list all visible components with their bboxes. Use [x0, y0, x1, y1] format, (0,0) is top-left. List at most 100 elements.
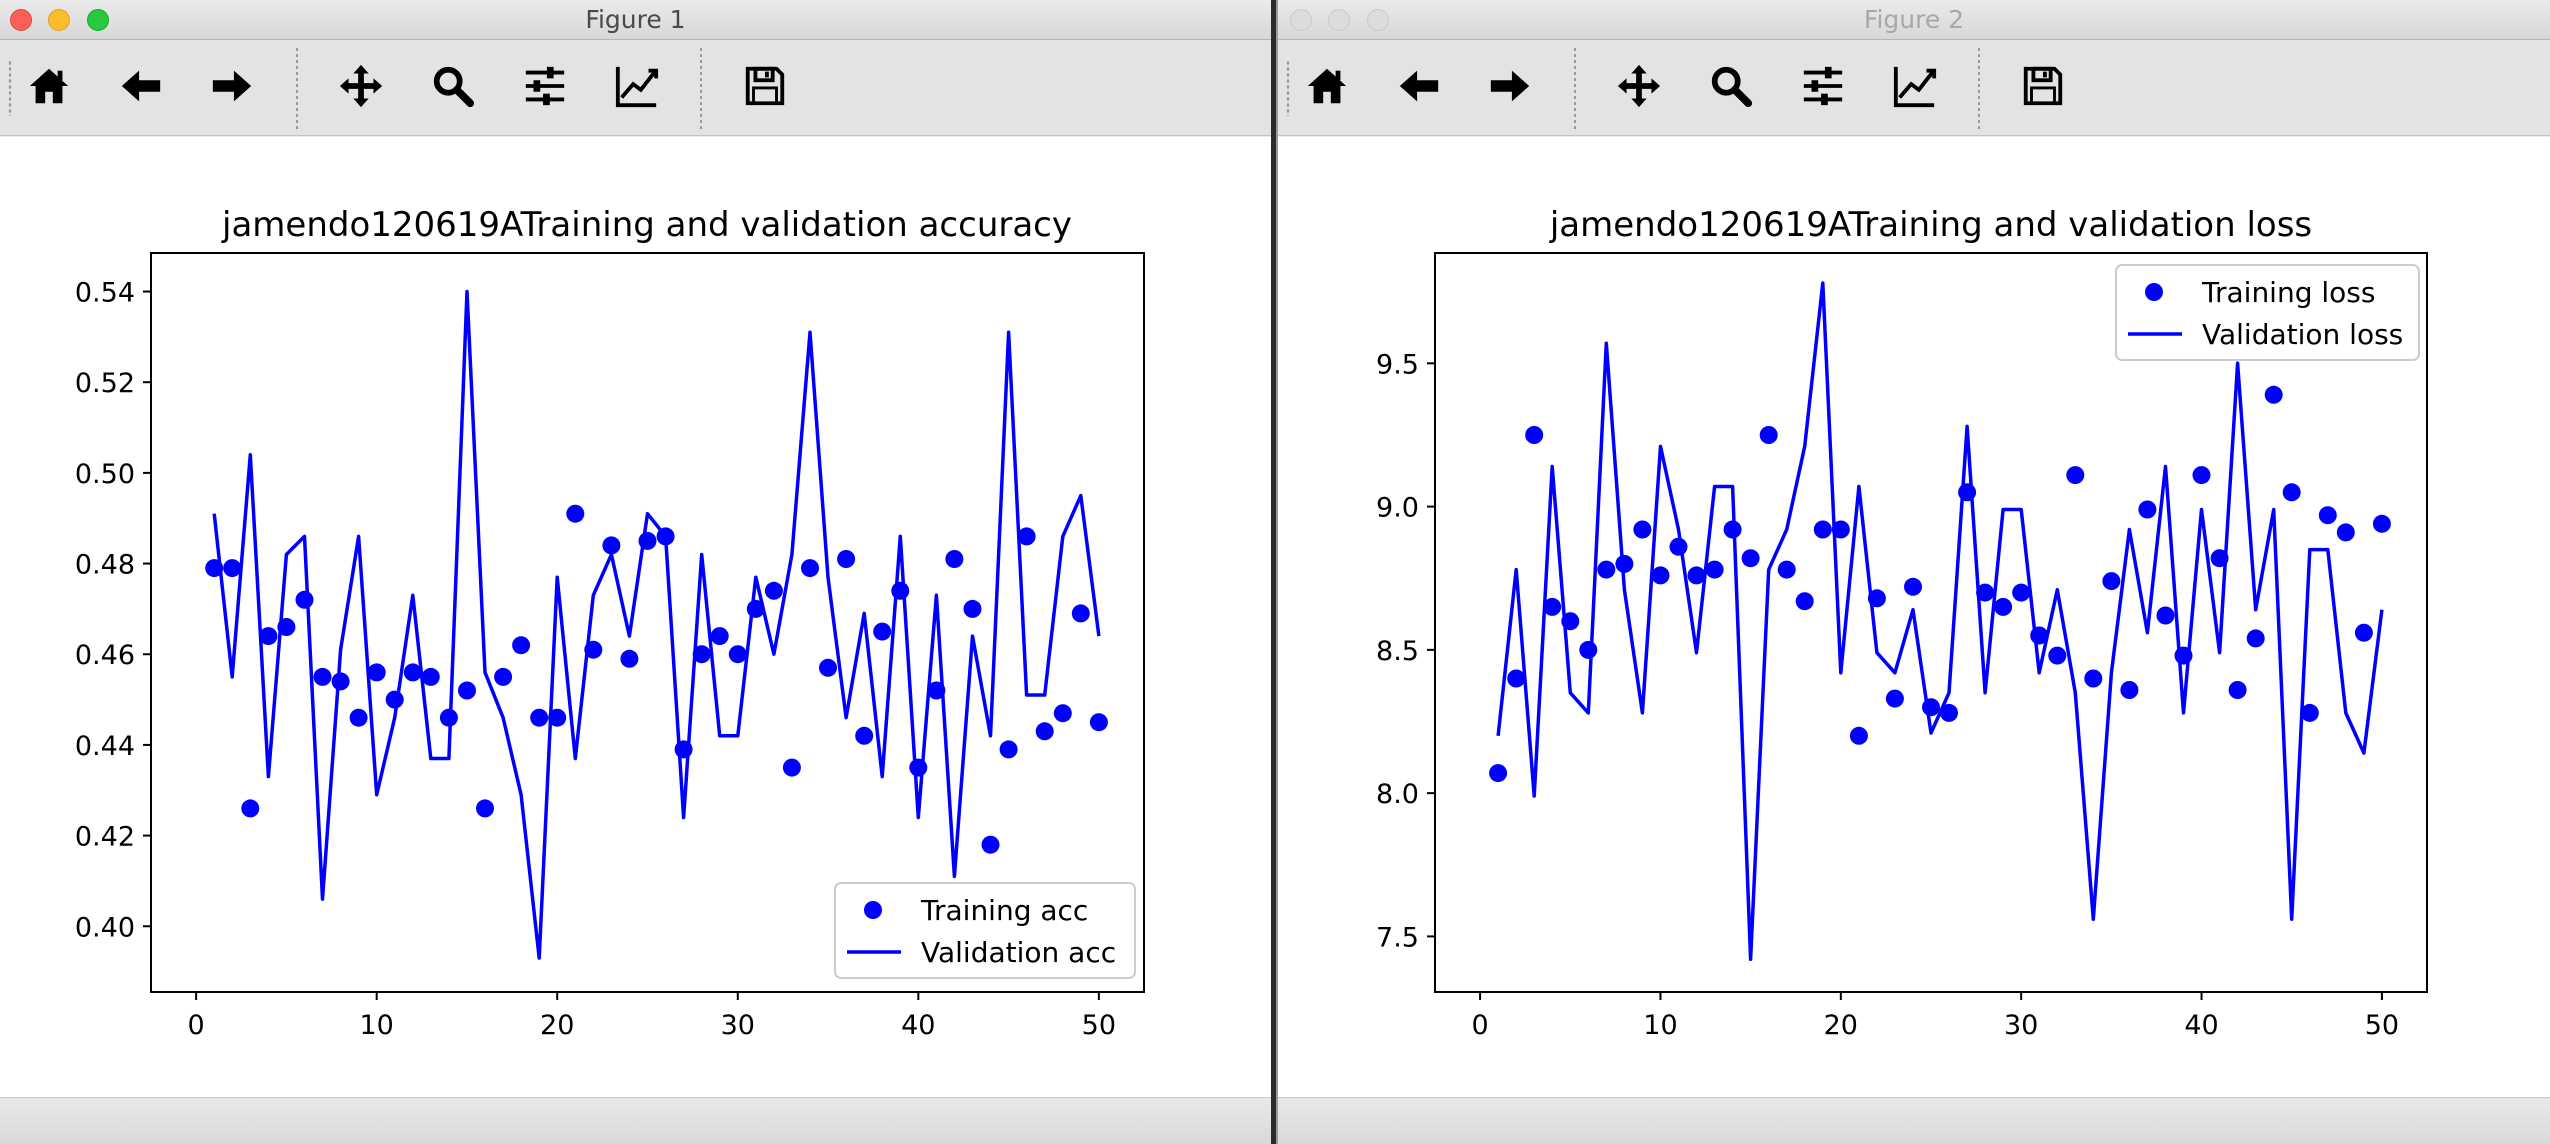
training-point — [1795, 592, 1814, 611]
training-point — [692, 645, 711, 664]
y-tick-label: 8.0 — [1376, 779, 1419, 810]
home-button[interactable] — [17, 56, 81, 120]
training-point — [620, 649, 639, 668]
edit-axes-button[interactable] — [605, 56, 669, 120]
training-point — [999, 740, 1018, 759]
training-point — [1651, 566, 1670, 585]
training-point — [1687, 566, 1706, 585]
y-tick-label: 0.40 — [75, 912, 135, 943]
toolbar-grip[interactable] — [8, 60, 12, 116]
save-figure-button[interactable] — [733, 56, 797, 120]
edit-axes-button[interactable] — [1883, 56, 1947, 120]
training-point — [746, 599, 765, 618]
training-point — [2318, 506, 2337, 525]
training-point — [1543, 597, 1562, 616]
configure-subplots-icon — [1800, 63, 1846, 113]
training-point — [2138, 500, 2157, 519]
training-point — [1741, 549, 1760, 568]
training-point — [259, 627, 278, 646]
loss-chart: jamendo120619ATraining and validation lo… — [1376, 205, 2428, 1041]
training-point — [2048, 646, 2067, 665]
legend-box — [2115, 264, 2420, 361]
legend: Training loss Validation loss — [2115, 264, 2420, 361]
zoom-button[interactable] — [1699, 56, 1763, 120]
training-point — [349, 708, 368, 727]
figure-1-window: Figure 1 jamendo120619ATraining and vali… — [0, 0, 1271, 1144]
training-point — [566, 504, 585, 523]
x-tick-label: 20 — [540, 1010, 574, 1041]
title-bar[interactable]: Figure 2 — [1278, 0, 2550, 40]
training-point — [782, 758, 801, 777]
training-point — [1053, 704, 1072, 723]
toolbar-separator — [1574, 48, 1576, 130]
training-point — [728, 645, 747, 664]
axes-frame — [150, 252, 1145, 993]
figure-canvas[interactable]: jamendo120619ATraining and validation ac… — [0, 137, 1271, 1097]
home-icon — [1304, 63, 1350, 113]
x-tick-label: 40 — [901, 1010, 935, 1041]
minimize-window-button[interactable] — [1328, 9, 1350, 31]
training-point — [927, 681, 946, 700]
zoom-window-button[interactable] — [1367, 9, 1389, 31]
training-point — [1922, 698, 1940, 717]
training-point — [512, 636, 531, 655]
back-button[interactable] — [1387, 56, 1451, 120]
pan-button[interactable] — [1607, 56, 1671, 120]
legend: Training acc Validation acc — [834, 882, 1136, 979]
training-point — [981, 835, 1000, 854]
legend-label: Training loss — [2201, 276, 2375, 309]
training-point — [331, 672, 350, 691]
forward-arrow-icon — [1487, 63, 1533, 113]
training-point — [764, 581, 783, 600]
toolbar-grip[interactable] — [1286, 60, 1290, 116]
training-point — [548, 708, 567, 727]
pan-button[interactable] — [329, 56, 393, 120]
validation-series-line — [212, 289, 1101, 960]
y-tick-label: 8.5 — [1376, 636, 1419, 667]
configure-subplots-button[interactable] — [513, 56, 577, 120]
legend-marker-dot — [2145, 283, 2163, 301]
zoom-icon — [430, 63, 476, 113]
figure-canvas[interactable]: jamendo120619ATraining and validation lo… — [1278, 137, 2550, 1097]
window-title: Figure 2 — [1863, 5, 1965, 34]
close-window-button[interactable] — [1290, 9, 1312, 31]
y-tick-label: 0.50 — [75, 459, 135, 490]
training-point — [1994, 597, 2013, 616]
edit-axes-icon — [614, 63, 660, 113]
training-point — [458, 681, 476, 700]
training-point — [1489, 764, 1508, 783]
forward-button[interactable] — [200, 56, 264, 120]
training-point — [1579, 640, 1598, 659]
home-icon — [26, 63, 72, 113]
training-point — [2228, 681, 2247, 699]
toolbar-separator — [1978, 48, 1980, 130]
minimize-window-button[interactable] — [48, 9, 70, 31]
zoom-window-button[interactable] — [87, 9, 109, 31]
legend-box — [834, 882, 1136, 979]
training-point — [1669, 537, 1688, 556]
close-window-button[interactable] — [10, 9, 32, 31]
training-point — [421, 667, 440, 686]
training-point — [2012, 583, 2031, 602]
x-tick-label: 0 — [1471, 1010, 1488, 1041]
training-point — [223, 559, 242, 578]
training-point — [1597, 560, 1616, 579]
back-button[interactable] — [109, 56, 173, 120]
training-point — [1849, 726, 1868, 745]
training-point — [963, 599, 982, 618]
training-point — [530, 708, 549, 727]
zoom-button[interactable] — [421, 56, 485, 120]
configure-subplots-button[interactable] — [1791, 56, 1855, 120]
validation-series-line — [1496, 281, 2384, 962]
training-point — [801, 559, 819, 578]
back-arrow-icon — [1396, 63, 1442, 113]
save-figure-button[interactable] — [2011, 56, 2075, 120]
training-point — [1885, 689, 1904, 708]
back-arrow-icon — [118, 63, 164, 113]
forward-button[interactable] — [1478, 56, 1542, 120]
home-button[interactable] — [1295, 56, 1359, 120]
title-bar[interactable]: Figure 1 — [0, 0, 1271, 40]
legend-label: Validation acc — [921, 936, 1116, 969]
training-point — [855, 726, 874, 745]
x-tick-label: 0 — [188, 1010, 205, 1041]
